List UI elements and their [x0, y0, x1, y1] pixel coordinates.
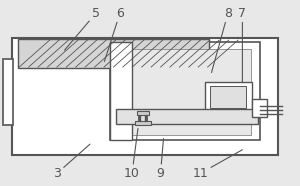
Text: 5: 5 — [64, 7, 100, 50]
Text: 3: 3 — [53, 144, 90, 180]
Bar — [12, 38, 278, 155]
Text: 6: 6 — [104, 7, 124, 61]
Bar — [135, 121, 151, 125]
Text: 11: 11 — [193, 150, 242, 180]
Bar — [116, 49, 250, 135]
Bar — [18, 39, 208, 68]
Text: 7: 7 — [238, 7, 246, 82]
Text: 10: 10 — [124, 128, 140, 180]
Text: 9: 9 — [157, 139, 164, 180]
Bar — [205, 82, 252, 112]
Bar — [116, 109, 258, 124]
Bar — [3, 59, 13, 125]
Bar — [210, 86, 246, 108]
Bar — [136, 111, 149, 115]
Bar — [252, 99, 267, 117]
Bar — [110, 42, 260, 140]
Bar — [110, 42, 132, 140]
Text: 8: 8 — [212, 7, 232, 73]
